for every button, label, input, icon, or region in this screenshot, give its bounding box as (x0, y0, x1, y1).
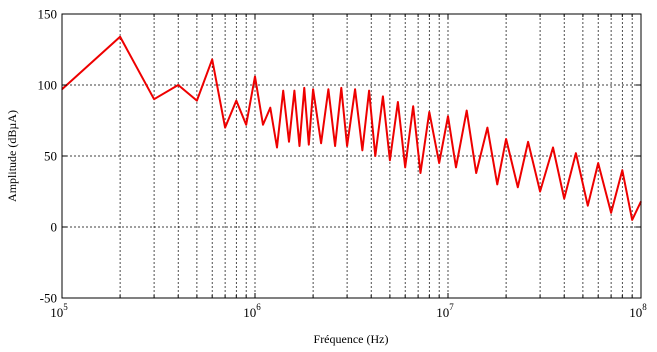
x-tick-label-base: 10 (50, 305, 63, 320)
data-point (308, 144, 310, 146)
data-point (119, 36, 121, 38)
data-point (597, 162, 599, 164)
data-point (631, 219, 633, 221)
y-tick-label: -50 (40, 291, 57, 306)
data-point (539, 190, 541, 193)
data-point (298, 145, 301, 147)
data-point (466, 109, 468, 112)
data-point (374, 155, 376, 157)
data-point (517, 186, 519, 188)
data-point (527, 141, 529, 143)
x-tick-label-exponent: 6 (256, 302, 261, 312)
data-point (354, 88, 356, 90)
data-point (346, 145, 348, 147)
data-point (312, 88, 314, 90)
x-tick-label: 108 (629, 302, 647, 320)
data-point (303, 87, 305, 89)
data-point (552, 146, 554, 149)
data-point (320, 142, 322, 144)
data-point (196, 100, 198, 102)
data-point (254, 75, 256, 78)
data-point (505, 138, 507, 140)
data-point (419, 172, 422, 174)
data-point (211, 58, 213, 61)
x-tick-label: 107 (436, 302, 454, 320)
x-tick-label: 106 (243, 302, 261, 320)
data-point (397, 101, 399, 103)
data-point (587, 205, 589, 207)
series-layer (61, 35, 642, 221)
data-point (496, 183, 498, 185)
data-point (486, 127, 488, 129)
data-point (153, 98, 155, 100)
data-point (245, 124, 247, 126)
data-point (475, 172, 477, 174)
data-point (621, 169, 623, 171)
x-axis-label: Fréquence (Hz) (314, 332, 389, 346)
x-tick-label-base: 10 (436, 305, 449, 320)
y-tick-label: 150 (38, 7, 58, 22)
data-point (340, 87, 342, 89)
data-point (428, 111, 430, 113)
data-point (334, 145, 336, 147)
series-line (61, 35, 642, 221)
data-point (327, 88, 329, 90)
data-point (610, 212, 612, 214)
y-tick-label: 100 (38, 78, 58, 93)
data-point (224, 127, 226, 129)
y-tick-label: 0 (51, 220, 58, 235)
data-point (575, 152, 577, 154)
x-tick-label-exponent: 7 (449, 302, 454, 312)
data-point (361, 149, 363, 151)
data-point (368, 90, 370, 92)
data-point (382, 95, 384, 97)
x-tick-label-base: 10 (629, 305, 642, 320)
data-point (404, 166, 406, 168)
data-point (269, 107, 271, 109)
data-point (438, 162, 440, 164)
x-tick-label: 105 (50, 302, 68, 320)
y-axis-label: Amplitude (dBµA) (5, 110, 19, 202)
data-point (282, 90, 284, 92)
data-point (235, 100, 237, 102)
data-point (288, 141, 290, 143)
data-point (455, 166, 457, 168)
data-point (447, 115, 449, 117)
grid (62, 14, 641, 298)
x-tick-label-base: 10 (243, 305, 256, 320)
data-point (293, 90, 295, 92)
x-tick-label-exponent: 5 (63, 302, 68, 312)
data-point (262, 124, 264, 126)
data-point (276, 146, 278, 149)
y-tick-label: 50 (44, 149, 57, 164)
data-point (563, 198, 565, 200)
x-tick-label-exponent: 8 (642, 302, 647, 312)
data-point (412, 105, 414, 107)
data-point (177, 84, 179, 86)
data-point (389, 159, 391, 161)
